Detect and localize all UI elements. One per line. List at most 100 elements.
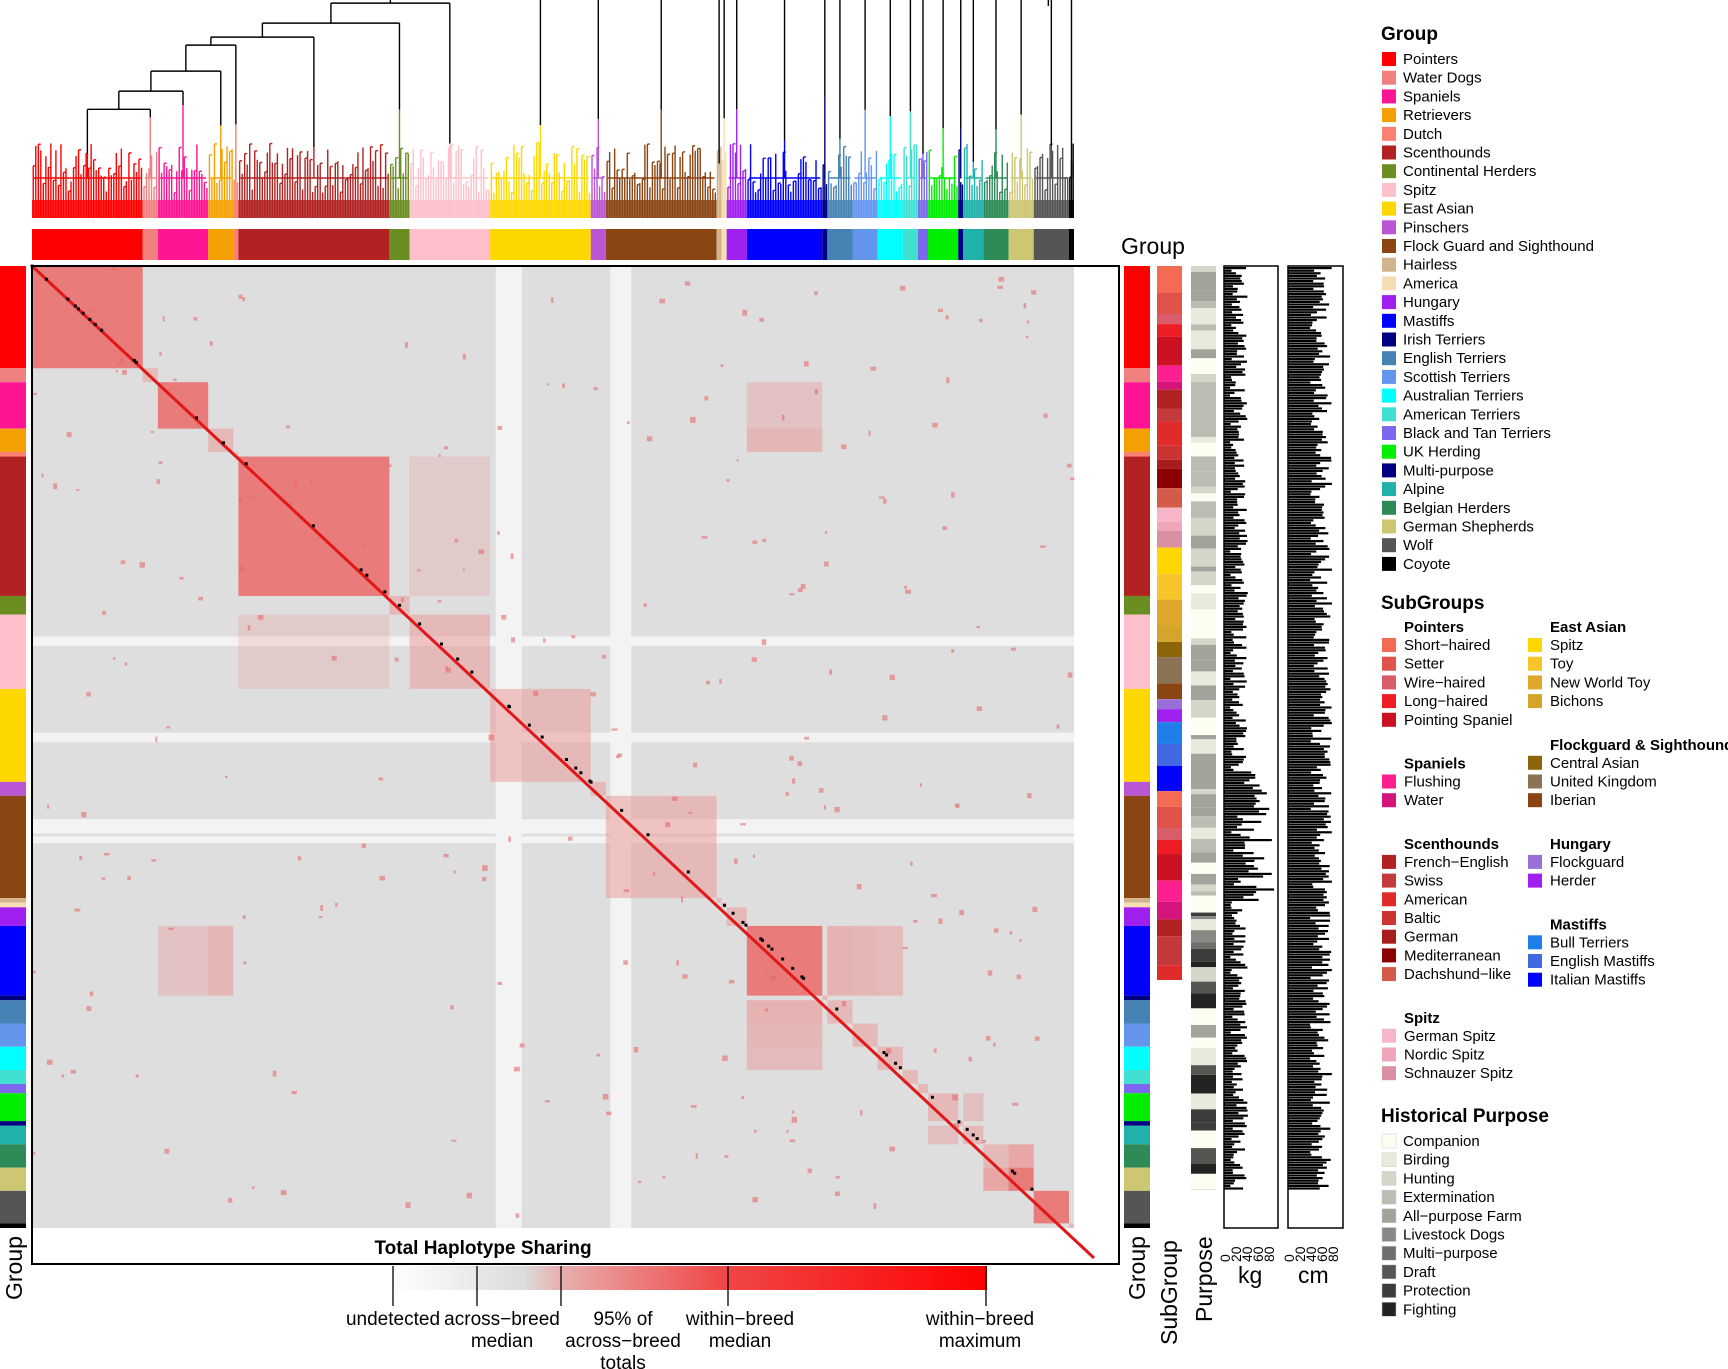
kg-bar [1224, 675, 1245, 678]
sharing-speckle [510, 553, 514, 560]
cm-bar [1288, 865, 1330, 868]
kg-bar [1224, 906, 1232, 909]
cm-bar [1288, 649, 1326, 652]
sharing-speckle [335, 902, 338, 907]
sharing-speckle [931, 894, 937, 898]
subgroup-segment [1157, 365, 1182, 382]
purpose-segment [1191, 891, 1216, 896]
kg-bar [1224, 1169, 1233, 1172]
purpose-segment [1191, 638, 1216, 645]
right-group-segment [1124, 595, 1150, 615]
sharing-speckle [497, 531, 500, 535]
cm-bar [1288, 651, 1319, 654]
sharing-speckle [454, 538, 459, 543]
cm-bar [1288, 399, 1314, 402]
kg-bar [1224, 638, 1233, 641]
cm-bar [1288, 519, 1314, 522]
cm-bar [1288, 1158, 1331, 1161]
sharing-speckle [627, 421, 630, 424]
legend-swatch [1382, 463, 1396, 478]
cm-bar [1288, 701, 1325, 704]
legend-swatch [1382, 239, 1396, 253]
sharing-speckle [162, 316, 165, 322]
legend-swatch [1382, 1028, 1396, 1043]
kg-bar [1224, 1151, 1237, 1154]
colorbar-tick-label: across−breed [565, 1331, 681, 1352]
kg-bar [1224, 618, 1236, 621]
legend-label: American Terriers [1403, 406, 1520, 423]
kg-bar [1224, 581, 1244, 584]
kg-bar [1224, 917, 1235, 920]
cm-bar [1288, 1002, 1330, 1005]
cm-bar [1288, 404, 1319, 407]
cm-bar [1288, 555, 1330, 558]
cm-bar [1288, 1023, 1311, 1026]
subgroup-header: Spaniels [1404, 756, 1466, 773]
sharing-speckle [786, 1130, 789, 1133]
cm-bar [1288, 1179, 1319, 1182]
kg-bar [1224, 737, 1237, 740]
kg-bar [1224, 1062, 1238, 1065]
left-bar-segment [0, 1144, 26, 1168]
subgroup-segment [1157, 266, 1182, 293]
diagonal-self-point [957, 1120, 961, 1124]
kg-bar [1224, 709, 1234, 712]
purpose-segment [1191, 916, 1216, 920]
sharing-speckle [567, 836, 573, 841]
sharing-speckle [139, 562, 145, 568]
cm-bar [1288, 761, 1331, 764]
cm-bar [1288, 833, 1321, 836]
kg-bar [1224, 649, 1234, 652]
purpose-segment [1191, 1163, 1216, 1174]
cm-bar [1288, 321, 1313, 324]
cm-bar [1288, 675, 1320, 678]
cm-bar [1288, 943, 1314, 946]
cm-bar [1288, 540, 1324, 543]
cm-bar [1288, 1114, 1322, 1117]
cm-bar [1288, 537, 1311, 540]
sharing-speckle [741, 1096, 745, 1100]
left-bar-segment [0, 1023, 26, 1047]
kg-bar [1224, 493, 1246, 496]
sharing-speckle [151, 859, 157, 862]
sharing-speckle [519, 1043, 525, 1048]
cm-bar [1288, 508, 1322, 511]
cm-bar [1288, 1049, 1313, 1052]
diagonal-self-point [88, 317, 92, 321]
legend-label: Mastiffs [1403, 313, 1454, 330]
purpose-segment [1191, 486, 1216, 494]
sharing-speckle [814, 389, 818, 395]
cm-bar [1288, 350, 1323, 353]
kg-bar [1224, 657, 1247, 660]
cm-bar [1288, 410, 1328, 413]
cm-bar [1288, 628, 1323, 631]
sharing-speckle [225, 775, 228, 778]
sharing-speckle [800, 583, 806, 589]
diagonal-self-point [44, 277, 48, 281]
sharing-speckle [665, 822, 671, 828]
kg-bar [1224, 631, 1232, 634]
top-bar-segment [208, 229, 234, 260]
kg-bar [1224, 794, 1255, 797]
sharing-speckle [676, 960, 679, 966]
legend-swatch [1528, 638, 1542, 652]
right-group-segment [1124, 1190, 1150, 1224]
cm-bar [1288, 1036, 1325, 1039]
sharing-speckle [1067, 463, 1072, 468]
legend-label: Baltic [1404, 910, 1441, 927]
right-group-segment [1124, 1167, 1150, 1191]
cm-bar [1288, 319, 1317, 322]
right-group-segment [1124, 382, 1150, 429]
kg-bar [1224, 363, 1242, 366]
legend-label: New World Toy [1550, 674, 1651, 691]
kg-bar [1224, 472, 1239, 475]
legend-swatch [1381, 1171, 1397, 1186]
within-group-block [902, 1069, 918, 1084]
colorbar-tick-label: undetected [346, 1309, 440, 1330]
kg-bar [1224, 841, 1245, 844]
cm-bar [1288, 589, 1317, 592]
cm-bar [1288, 922, 1316, 925]
kg-bar [1224, 394, 1231, 397]
sharing-speckle [193, 317, 198, 321]
